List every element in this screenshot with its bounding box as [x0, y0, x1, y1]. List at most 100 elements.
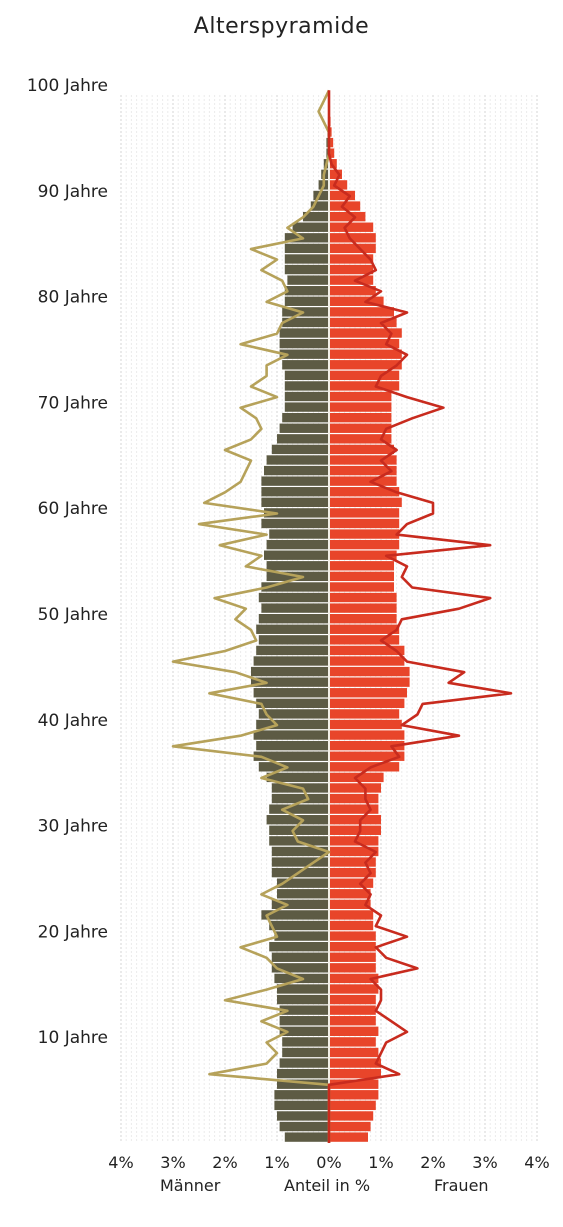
women-bar	[329, 688, 407, 698]
women-bar	[329, 825, 381, 835]
women-bar	[329, 137, 334, 148]
men-bar	[277, 1079, 329, 1089]
women-side-label: Frauen	[434, 1176, 489, 1195]
chart-title: Alterspyramide	[193, 14, 370, 39]
men-bar	[269, 920, 329, 931]
y-tick-label: 40 Jahre	[38, 711, 108, 731]
women-bar	[329, 254, 374, 264]
women-bar	[329, 264, 374, 275]
women-bar	[329, 709, 400, 719]
men-bar	[256, 719, 329, 730]
men-bar	[261, 603, 329, 613]
women-bar	[329, 698, 405, 709]
men-bar	[279, 1121, 329, 1132]
men-bar	[269, 804, 329, 814]
women-bar	[329, 603, 397, 613]
women-bar	[329, 571, 394, 582]
men-bar	[277, 889, 329, 899]
men-bar	[292, 222, 329, 232]
x-tick-label: 4%	[108, 1153, 133, 1172]
women-bar	[329, 465, 397, 476]
women-bar	[329, 412, 392, 423]
women-bar	[329, 635, 400, 645]
men-bar	[258, 635, 329, 645]
women-bar	[329, 836, 379, 846]
y-tick-label: 50 Jahre	[38, 605, 108, 625]
men-bar	[266, 772, 329, 783]
men-bar	[253, 751, 329, 761]
women-bar	[329, 624, 400, 634]
women-bar	[329, 920, 374, 931]
y-tick-label: 90 Jahre	[38, 182, 108, 202]
men-bar	[271, 846, 329, 857]
women-bar	[329, 169, 342, 180]
men-bar	[284, 264, 329, 275]
women-bar	[329, 592, 397, 603]
men-bar	[261, 497, 329, 507]
women-bar	[329, 1079, 379, 1089]
women-bar	[329, 846, 379, 857]
women-bar	[329, 434, 392, 444]
x-tick-label: 4%	[524, 1153, 549, 1172]
men-bar	[277, 994, 329, 1005]
men-bar	[282, 1047, 329, 1058]
women-bar	[329, 878, 374, 888]
men-bar	[279, 423, 329, 433]
men-bar	[284, 381, 329, 391]
men-bar	[271, 793, 329, 804]
men-bar	[253, 730, 329, 740]
men-bar	[266, 455, 329, 465]
women-bar	[329, 740, 405, 751]
y-tick-label: 20 Jahre	[38, 922, 108, 942]
men-bar	[264, 508, 329, 518]
women-bar	[329, 159, 337, 169]
men-bar	[284, 286, 329, 296]
men-bar	[279, 1005, 329, 1015]
women-bar	[329, 402, 392, 412]
men-bar	[269, 825, 329, 835]
women-bar	[329, 889, 371, 899]
men-bar	[284, 1132, 329, 1142]
women-bar	[329, 1068, 381, 1079]
men-bar	[284, 391, 329, 402]
women-bar	[329, 243, 376, 254]
men-bar	[266, 815, 329, 825]
women-bar	[329, 148, 335, 158]
women-bar	[329, 804, 379, 814]
women-bar	[329, 370, 400, 381]
women-bar	[329, 275, 374, 285]
women-bar	[329, 360, 402, 370]
women-bar	[329, 349, 402, 359]
men-bar	[271, 899, 329, 910]
women-bar	[329, 487, 400, 497]
women-bar	[329, 666, 410, 677]
women-bar	[329, 1037, 376, 1047]
women-bar	[329, 529, 400, 539]
women-bar	[329, 899, 371, 910]
women-bar	[329, 1111, 374, 1121]
men-bar	[258, 762, 329, 772]
men-bar	[284, 296, 329, 306]
women-bar	[329, 931, 376, 941]
women-bar	[329, 1047, 379, 1058]
men-bar	[271, 444, 329, 455]
men-bar	[287, 275, 329, 285]
men-bar	[310, 201, 329, 211]
women-bar	[329, 973, 379, 984]
men-bar	[269, 941, 329, 952]
men-bar	[253, 656, 329, 666]
women-bar	[329, 941, 376, 952]
women-bar	[329, 719, 402, 730]
women-bar	[329, 476, 397, 486]
women-bar	[329, 286, 376, 296]
men-bar	[274, 1100, 329, 1111]
women-bar	[329, 561, 394, 571]
men-bar	[269, 529, 329, 539]
women-bar	[329, 180, 348, 190]
women-bar	[329, 1016, 376, 1026]
men-bar	[284, 233, 329, 243]
women-bar	[329, 910, 374, 920]
x-tick-label: 1%	[264, 1153, 289, 1172]
women-bar	[329, 550, 397, 560]
